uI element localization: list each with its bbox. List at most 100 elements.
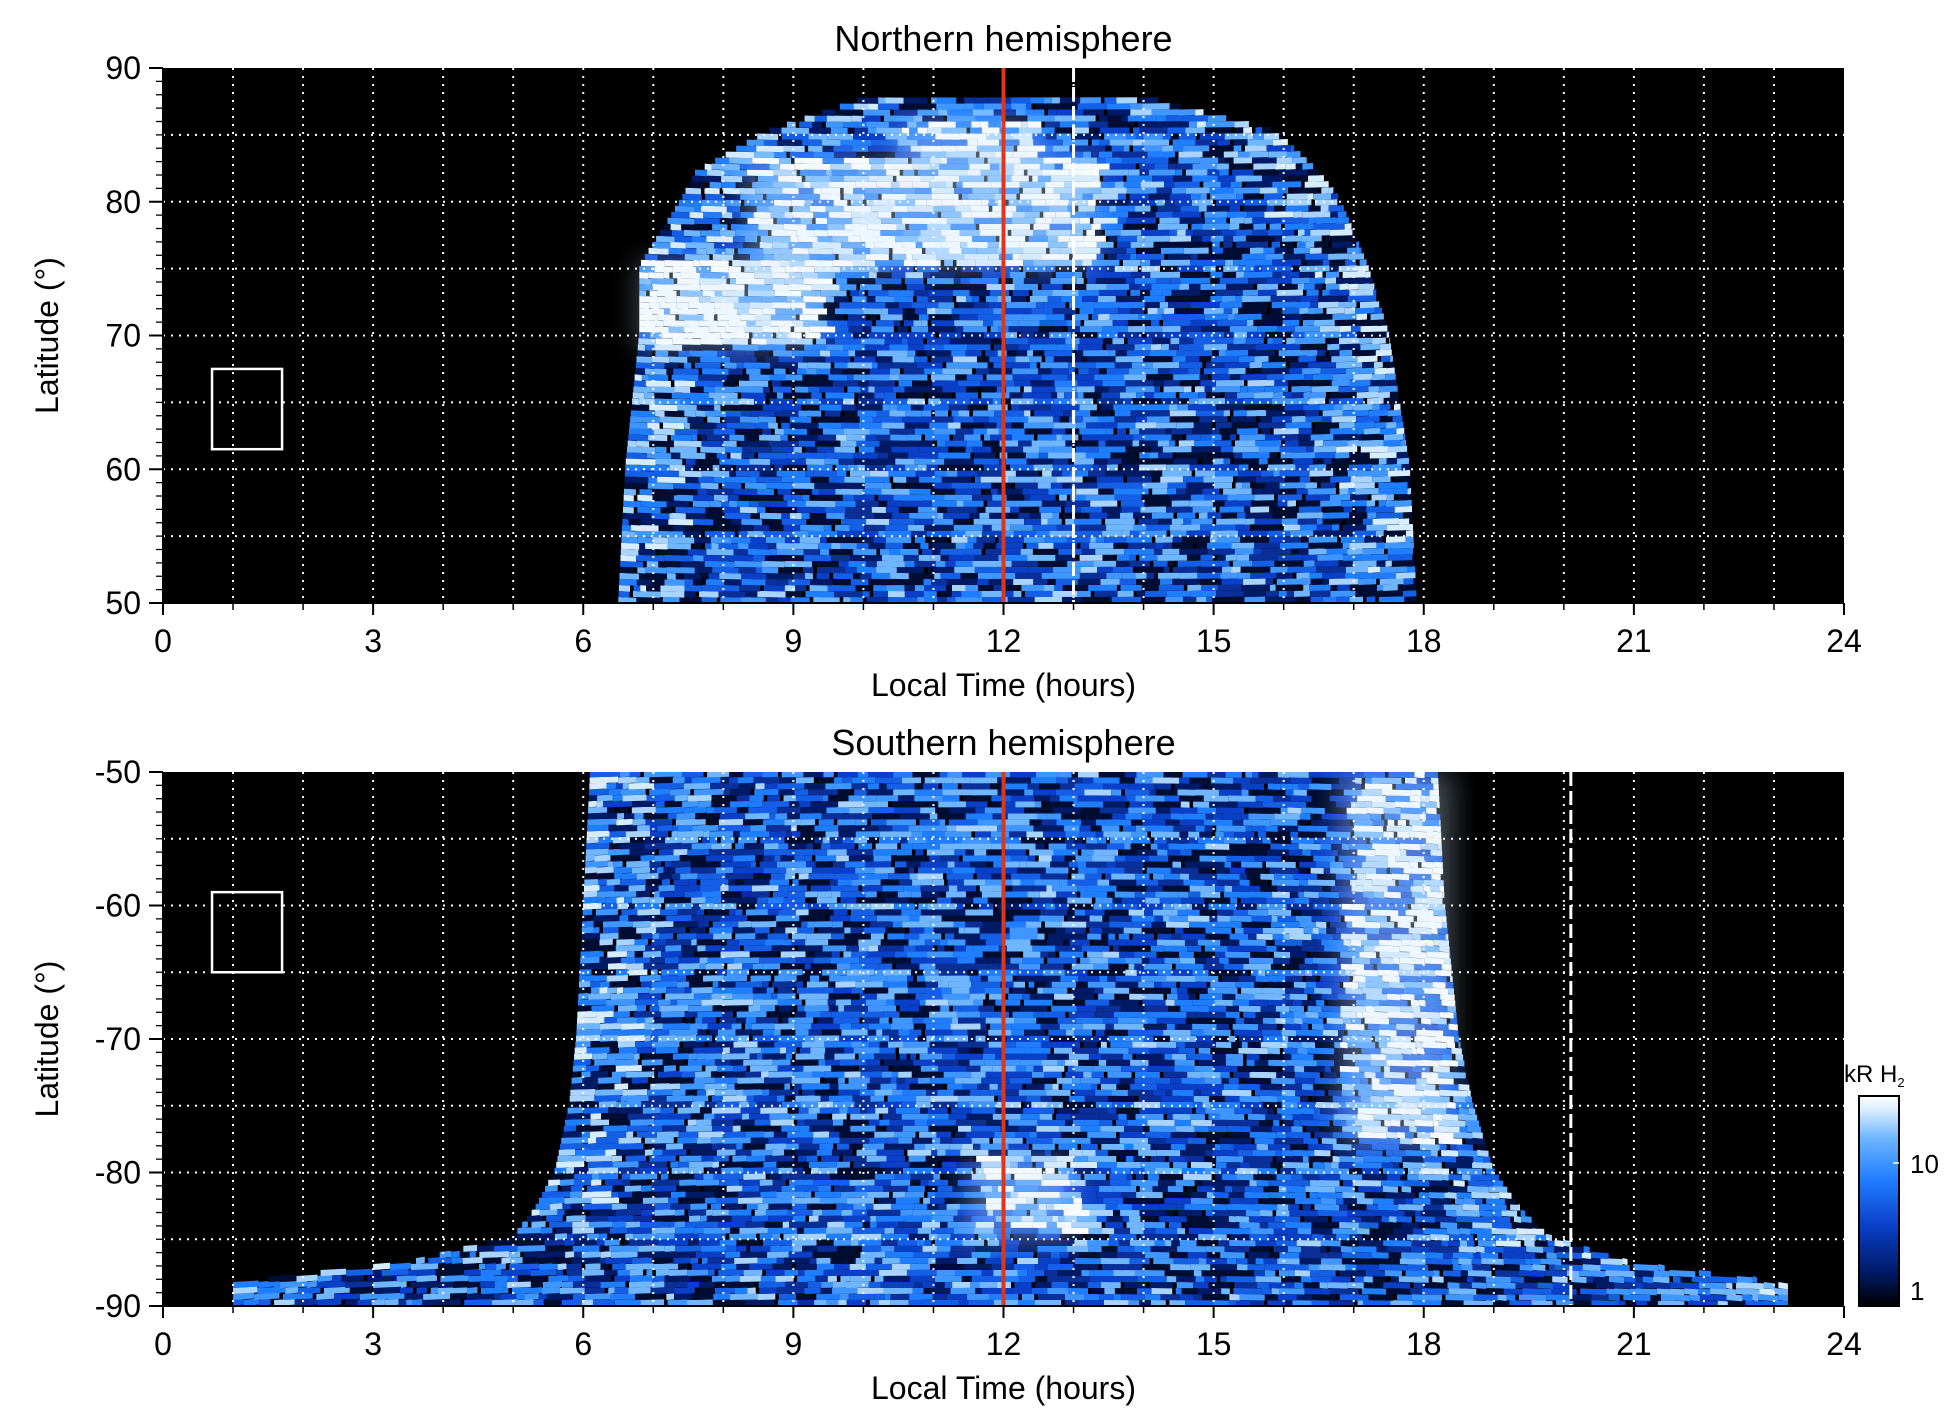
emission-streak <box>1040 512 1053 519</box>
emission-streak <box>832 1281 847 1288</box>
emission-streak <box>854 127 869 134</box>
emission-streak <box>1107 512 1121 519</box>
emission-streak <box>1264 433 1281 441</box>
emission-streak <box>1305 1185 1336 1193</box>
emission-streak <box>646 386 675 394</box>
emission-streak <box>878 97 886 104</box>
emission-streak <box>1185 127 1205 134</box>
emission-streak <box>1010 524 1033 531</box>
emission-streak <box>679 1155 702 1162</box>
emission-streak <box>909 1293 933 1300</box>
emission-streak <box>668 1269 688 1276</box>
emission-streak <box>1145 458 1174 465</box>
emission-streak <box>1331 415 1357 423</box>
emission-streak <box>1510 1275 1524 1283</box>
emission-streak <box>467 1286 478 1294</box>
emission-streak <box>928 314 952 321</box>
emission-streak <box>1234 440 1256 447</box>
emission-streak <box>698 1239 720 1246</box>
emission-streak <box>814 1191 841 1198</box>
emission-streak <box>1200 524 1221 531</box>
emission-streak <box>1606 1287 1630 1296</box>
emission-streak <box>1350 493 1368 501</box>
emission-streak <box>1083 109 1104 116</box>
emission-streak <box>1264 385 1288 393</box>
emission-streak <box>840 1251 861 1258</box>
emission-streak <box>1214 1221 1240 1229</box>
emission-streak <box>1412 1299 1442 1306</box>
emission-streak <box>853 1161 881 1168</box>
emission-streak <box>785 374 803 381</box>
emission-streak <box>732 235 745 243</box>
emission-streak <box>611 1191 619 1198</box>
emission-streak <box>1329 1287 1359 1295</box>
emission-streak <box>1249 1233 1269 1241</box>
emission-streak <box>621 536 638 544</box>
emission-streak <box>1125 470 1151 477</box>
emission-streak <box>1068 1251 1079 1259</box>
emission-streak <box>1384 1269 1402 1277</box>
emission-streak <box>727 494 739 502</box>
emission-streak <box>1114 362 1132 369</box>
emission-streak <box>856 566 877 574</box>
emission-streak <box>1531 1299 1553 1306</box>
emission-streak <box>855 500 879 507</box>
emission-streak <box>642 1197 669 1204</box>
emission-streak <box>701 1245 726 1252</box>
emission-streak <box>1394 475 1411 483</box>
emission-streak <box>1717 1299 1728 1306</box>
emission-streak <box>1141 584 1159 591</box>
emission-streak <box>1634 1269 1654 1278</box>
emission-streak <box>674 1293 692 1300</box>
emission-streak <box>1254 494 1275 501</box>
emission-streak <box>762 1197 792 1204</box>
emission-streak <box>1226 1203 1255 1211</box>
emission-streak <box>689 1215 701 1222</box>
emission-streak <box>573 1281 601 1288</box>
emission-streak <box>509 1262 540 1270</box>
emission-streak <box>706 1209 713 1216</box>
emission-streak <box>1011 103 1026 110</box>
emission-streak <box>818 542 832 550</box>
emission-streak <box>597 1209 616 1216</box>
emission-streak <box>1259 1221 1269 1229</box>
emission-streak <box>1359 301 1380 309</box>
emission-streak <box>690 1275 712 1282</box>
emission-streak <box>787 500 806 508</box>
emission-streak <box>1317 1191 1343 1199</box>
emission-streak <box>1284 1221 1312 1229</box>
emission-streak <box>1473 1293 1498 1301</box>
emission-streak <box>1331 1275 1351 1283</box>
emission-streak <box>713 1173 744 1180</box>
emission-streak <box>1054 380 1078 387</box>
emission-streak <box>826 115 852 122</box>
emission-streak <box>783 524 801 532</box>
emission-streak <box>805 500 836 508</box>
emission-streak <box>802 139 822 146</box>
emission-streak <box>1172 578 1201 585</box>
emission-streak <box>1372 518 1399 525</box>
emission-streak <box>1213 458 1224 465</box>
emission-streak <box>912 1287 924 1294</box>
emission-streak <box>1097 416 1115 423</box>
emission-streak <box>1323 1233 1337 1241</box>
emission-streak <box>679 596 702 603</box>
emission-streak <box>1329 229 1353 236</box>
emission-streak <box>972 338 992 345</box>
emission-streak <box>652 1281 665 1288</box>
emission-streak <box>1320 482 1336 489</box>
emission-streak <box>1153 560 1168 567</box>
emission-streak <box>910 404 924 411</box>
emission-streak <box>1321 1257 1342 1265</box>
emission-streak <box>1591 1251 1609 1260</box>
emission-streak <box>1383 530 1392 537</box>
emission-streak <box>1279 133 1282 140</box>
emission-streak <box>1005 446 1024 453</box>
emission-streak <box>1216 1155 1244 1163</box>
emission-streak <box>839 302 862 309</box>
emission-streak <box>958 1299 969 1306</box>
emission-streak <box>908 572 935 580</box>
emission-streak <box>501 1268 531 1276</box>
emission-streak <box>835 524 850 532</box>
emission-streak <box>726 422 756 429</box>
